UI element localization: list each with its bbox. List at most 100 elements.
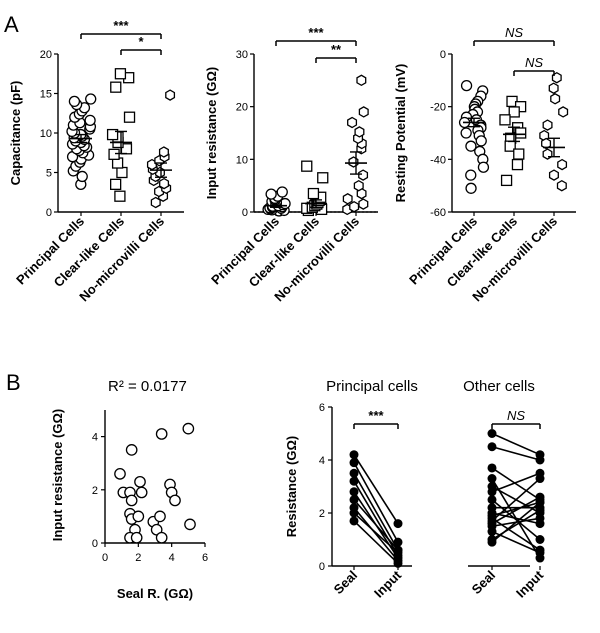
- input-point: [535, 455, 545, 465]
- significance-label: NS: [505, 25, 523, 40]
- paired-line: [491, 445, 541, 461]
- data-point: [541, 137, 552, 150]
- y-axis-label: Resting Potential (mV): [393, 64, 408, 203]
- y-tick-label: 0: [46, 207, 52, 219]
- seal-point: [487, 474, 497, 484]
- seal-point: [349, 458, 359, 468]
- data-point: [110, 81, 122, 93]
- y-tick-label: 30: [236, 49, 248, 61]
- data-point: [542, 119, 553, 131]
- seal-point: [487, 429, 497, 438]
- y-tick-label: 0: [92, 538, 98, 550]
- y-axis-label: Capacitance (pF): [8, 81, 23, 186]
- data-point: [499, 114, 511, 126]
- paired-line: [353, 454, 399, 525]
- input-resistance-chart: 0 10 20 30 Input resistance (GΩ) Principal Ce…: [204, 25, 378, 304]
- input-point: [535, 497, 545, 507]
- data-point: [106, 128, 119, 141]
- paired-line: [353, 507, 399, 562]
- paired-line: [353, 472, 399, 551]
- y-tick-label: 0: [242, 207, 248, 219]
- significance-label: NS: [525, 55, 543, 70]
- data-point: [114, 68, 127, 80]
- seal-point: [349, 476, 359, 486]
- data-point: [354, 126, 365, 138]
- y-tick-label: 10: [40, 128, 52, 140]
- data-point: [116, 166, 128, 179]
- x-axis-label: Seal R. (GΩ): [117, 586, 193, 601]
- data-point: [511, 158, 524, 171]
- data-point: [356, 187, 367, 200]
- data-point: [349, 200, 360, 213]
- data-point: [85, 93, 97, 105]
- y-tick-label: 2: [92, 485, 98, 497]
- data-point: [169, 494, 181, 507]
- significance-label: *: [138, 34, 144, 49]
- data-point: [353, 179, 364, 192]
- resting-potential-chart: -60 -40 -20 0 Resting Potential (mV) Principa…: [393, 25, 576, 304]
- panel-label-b: B: [6, 370, 21, 395]
- seal-point: [487, 527, 497, 537]
- data-point: [155, 428, 168, 440]
- y-tick-label: 4: [319, 455, 325, 467]
- input-point: [535, 535, 545, 544]
- significance-label: NS: [507, 408, 525, 423]
- data-point: [557, 158, 568, 171]
- paired-line: [491, 496, 541, 525]
- data-point: [130, 531, 143, 544]
- data-point: [548, 169, 559, 181]
- paired-line: [491, 499, 541, 541]
- x-tick-label: 4: [169, 552, 175, 564]
- y-tick-label: 0: [319, 561, 325, 573]
- significance-label: ***: [368, 408, 384, 423]
- data-point: [475, 135, 487, 147]
- y-tick-label: 20: [236, 102, 248, 114]
- paired-line: [491, 472, 541, 493]
- paired-line: [491, 467, 541, 501]
- data-point: [465, 169, 477, 181]
- y-tick-label: 0: [440, 49, 446, 61]
- data-point: [108, 148, 120, 160]
- seal-point: [487, 537, 497, 547]
- data-point: [556, 179, 567, 192]
- data-point: [114, 467, 126, 480]
- data-point: [165, 89, 176, 101]
- y-tick-label: 10: [236, 154, 248, 166]
- y-axis-label: Input resistance (GΩ): [204, 67, 219, 200]
- input-point: [393, 558, 403, 568]
- seal-point: [349, 468, 359, 478]
- data-point: [342, 193, 353, 205]
- data-point: [500, 174, 513, 187]
- data-point: [301, 160, 313, 172]
- y-tick-label: 5: [46, 168, 52, 180]
- data-point: [276, 186, 288, 198]
- input-point: [535, 505, 545, 515]
- data-point: [155, 531, 168, 544]
- y-tick-label: 2: [319, 508, 325, 520]
- input-point: [393, 519, 403, 529]
- y-tick-label: 4: [92, 432, 98, 444]
- category-label: Input: [371, 567, 405, 601]
- data-point: [358, 169, 369, 181]
- data-point: [123, 111, 136, 123]
- input-point: [535, 548, 545, 558]
- seal-point: [487, 463, 497, 473]
- input-point: [393, 537, 403, 547]
- category-label: Seal: [331, 568, 361, 598]
- data-point: [558, 106, 569, 118]
- input-point: [535, 513, 545, 523]
- x-tick-label: 0: [102, 552, 108, 564]
- data-point: [508, 106, 520, 118]
- y-axis-label: Resistance (GΩ): [284, 436, 299, 537]
- significance-label: **: [331, 42, 342, 57]
- seal-point: [487, 487, 497, 497]
- seal-point: [487, 442, 497, 452]
- category-label: Principal Cells: [208, 214, 282, 288]
- data-point: [182, 422, 195, 435]
- data-point: [513, 148, 525, 160]
- correlation-scatter-chart: 0 2 4 0 2 4 6 Seal R. (GΩ) Input resistance (GΩ)…: [50, 378, 208, 601]
- y-tick-label: -40: [430, 154, 446, 166]
- data-point: [158, 146, 169, 158]
- seal-point: [487, 495, 497, 505]
